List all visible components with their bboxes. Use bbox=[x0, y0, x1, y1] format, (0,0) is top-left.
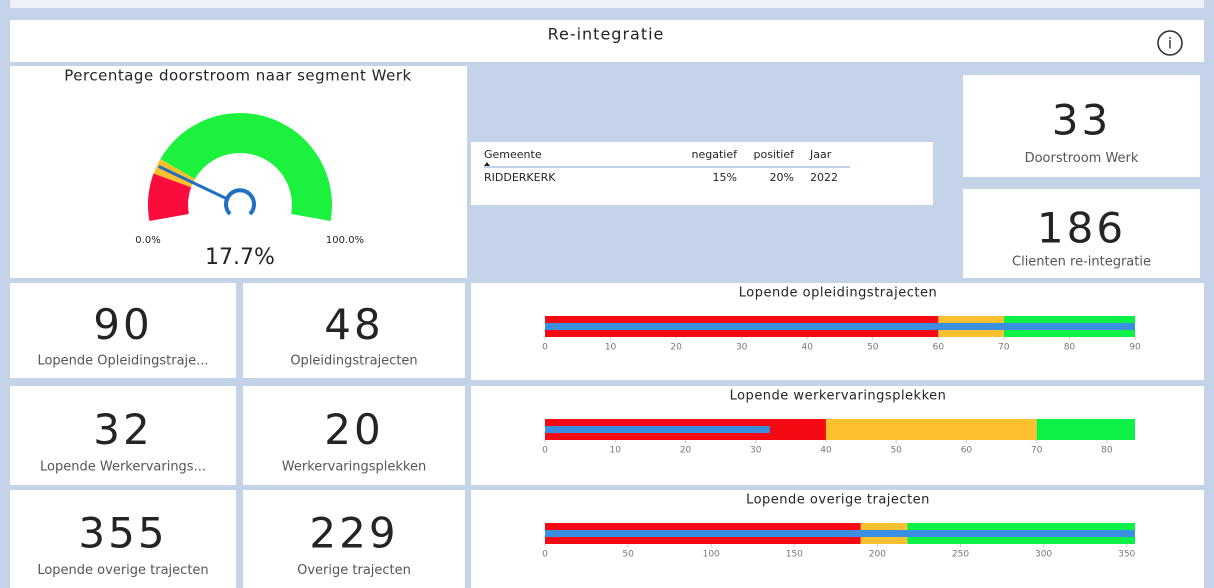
x-tick-label: 50 bbox=[622, 550, 634, 560]
x-tick-label: 30 bbox=[736, 343, 748, 353]
sort-indicator bbox=[484, 162, 490, 166]
x-tick-label: 200 bbox=[869, 550, 886, 560]
kpi-card bbox=[243, 283, 465, 378]
bullet-title: Lopende overige trajecten bbox=[746, 493, 930, 508]
table-header: Jaar bbox=[809, 148, 832, 161]
kpi-card bbox=[10, 283, 236, 378]
x-tick-label: 20 bbox=[670, 343, 682, 353]
x-tick-label: 60 bbox=[933, 343, 945, 353]
kpi-value: 186 bbox=[1037, 203, 1126, 252]
kpi-card bbox=[243, 386, 465, 485]
gauge-value: 17.7% bbox=[205, 245, 275, 270]
top-strip bbox=[10, 0, 1204, 8]
x-tick-label: 80 bbox=[1101, 446, 1113, 456]
x-tick-label: 30 bbox=[750, 446, 762, 456]
x-tick-label: 80 bbox=[1064, 343, 1076, 353]
info-icon[interactable] bbox=[1157, 30, 1183, 56]
gauge-card bbox=[10, 66, 467, 278]
x-tick-label: 10 bbox=[610, 446, 622, 456]
x-tick-label: 90 bbox=[1129, 343, 1141, 353]
gauge-band bbox=[148, 173, 192, 221]
table-header: negatief bbox=[692, 148, 739, 161]
gauge-needle bbox=[158, 165, 230, 202]
kpi-label: Lopende overige trajecten bbox=[37, 563, 208, 578]
x-tick-label: 250 bbox=[952, 550, 969, 560]
x-tick-label: 10 bbox=[605, 343, 617, 353]
x-tick-label: 70 bbox=[998, 343, 1010, 353]
bullet-value-bar bbox=[545, 426, 770, 433]
bullet-value-bar bbox=[545, 530, 1135, 537]
bullet-range bbox=[1036, 419, 1135, 440]
x-tick-label: 0 bbox=[542, 343, 548, 353]
bullet-title: Lopende werkervaringsplekken bbox=[730, 389, 947, 404]
bullet-value-bar bbox=[545, 323, 1135, 330]
kpi-label: Lopende Werkervarings... bbox=[40, 460, 206, 475]
kpi-label: Opleidingstrajecten bbox=[290, 353, 417, 368]
x-tick-label: 100 bbox=[703, 550, 720, 560]
kpi-label: Doorstroom Werk bbox=[1025, 151, 1139, 166]
table-cell: RIDDERKERK bbox=[484, 171, 556, 184]
kpi-label: Lopende Opleidingstraje... bbox=[37, 353, 208, 368]
kpi-value: 48 bbox=[324, 300, 383, 349]
x-tick-label: 50 bbox=[867, 343, 879, 353]
x-tick-label: 50 bbox=[890, 446, 902, 456]
gauge-band bbox=[160, 112, 333, 221]
x-tick-label: 60 bbox=[961, 446, 973, 456]
bullet-range bbox=[825, 419, 1037, 440]
kpi-label: Overige trajecten bbox=[297, 563, 411, 578]
kpi-value: 33 bbox=[1052, 95, 1111, 144]
kpi-value: 229 bbox=[309, 509, 398, 558]
kpi-value: 90 bbox=[93, 300, 152, 349]
kpi-value: 20 bbox=[324, 405, 383, 454]
x-tick-label: 350 bbox=[1118, 550, 1135, 560]
kpi-card bbox=[10, 386, 236, 485]
page-title: Re-integratie bbox=[548, 25, 665, 44]
kpi-card bbox=[963, 189, 1200, 278]
table-cell: 20% bbox=[770, 171, 794, 184]
x-tick-label: 40 bbox=[801, 343, 813, 353]
bullet-title: Lopende opleidingstrajecten bbox=[739, 286, 937, 301]
title-bar bbox=[10, 20, 1204, 62]
table-card bbox=[471, 142, 933, 205]
kpi-card bbox=[243, 490, 465, 588]
info-icon-label[interactable]: i bbox=[1168, 35, 1172, 53]
x-tick-label: 300 bbox=[1035, 550, 1052, 560]
kpi-value: 355 bbox=[78, 509, 167, 558]
x-tick-label: 40 bbox=[820, 446, 832, 456]
kpi-card bbox=[10, 490, 236, 588]
gauge-hub bbox=[224, 188, 256, 216]
table-cell: 15% bbox=[713, 171, 737, 184]
gauge-min-label: 0.0% bbox=[135, 235, 160, 246]
table-header: positief bbox=[753, 148, 795, 161]
kpi-value: 32 bbox=[93, 405, 152, 454]
x-tick-label: 150 bbox=[786, 550, 803, 560]
kpi-card bbox=[963, 75, 1200, 177]
table-header: Gemeente bbox=[484, 148, 542, 161]
x-tick-label: 0 bbox=[542, 550, 548, 560]
x-tick-label: 0 bbox=[542, 446, 548, 456]
gauge-max-label: 100.0% bbox=[326, 235, 364, 246]
kpi-label: Werkervaringsplekken bbox=[282, 460, 426, 475]
gauge-title: Percentage doorstroom naar segment Werk bbox=[64, 67, 411, 85]
x-tick-label: 20 bbox=[680, 446, 692, 456]
x-tick-label: 70 bbox=[1031, 446, 1043, 456]
table-cell: 2022 bbox=[810, 171, 838, 184]
kpi-label: Clienten re-integratie bbox=[1012, 254, 1151, 269]
